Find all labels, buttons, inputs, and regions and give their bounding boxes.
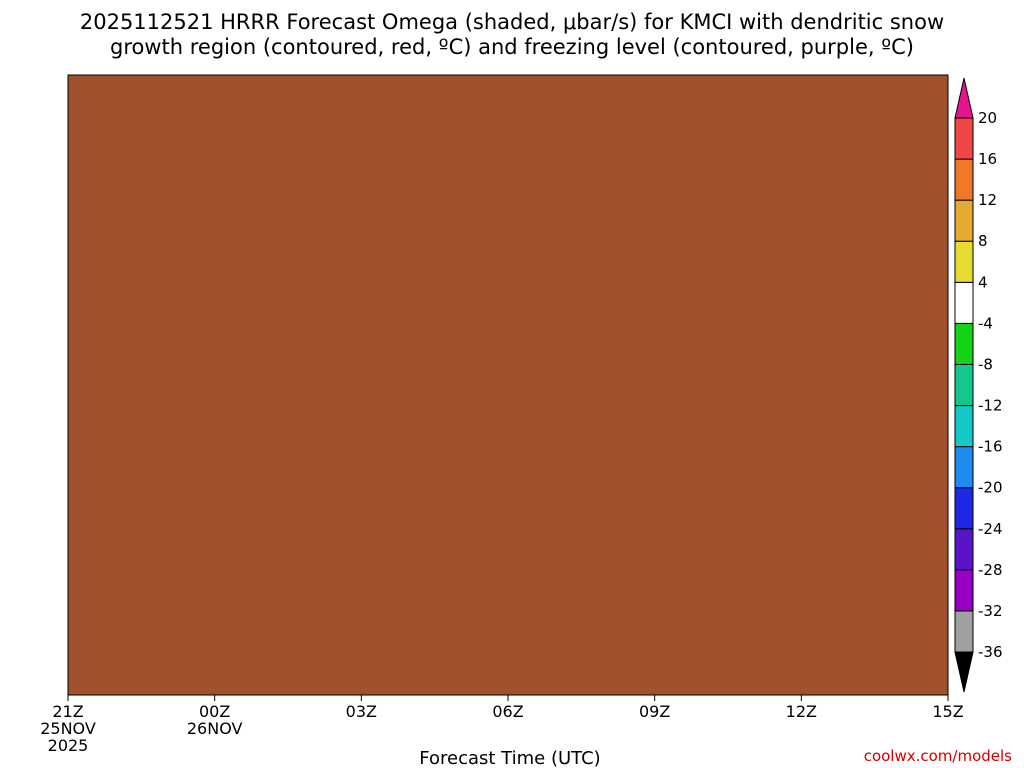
chart-title-line1: 2025112521 HRRR Forecast Omega (shaded, …: [80, 10, 944, 34]
colorbar-tick-label: -16: [978, 438, 1003, 456]
x-tick-label: 15Z: [932, 702, 963, 721]
colorbar-tick-label: -8: [978, 355, 993, 373]
colorbar-swatch: [954, 158, 974, 201]
colorbar-tick-label: -32: [978, 602, 1003, 620]
colorbar-triangle-top: [954, 77, 974, 119]
colorbar-swatch: [954, 610, 974, 653]
chart-title-line2: growth region (contoured, red, ºC) and f…: [110, 35, 914, 59]
x-tick-label: 03Z: [346, 702, 377, 721]
colorbar: -36 -32 -28 -24 -20 -16 -12 -8 -4 4 8 12 16 20: [954, 77, 1003, 693]
colorbar-tick-label: 4: [978, 273, 988, 291]
colorbar-swatch: [954, 487, 974, 530]
colorbar-tick-label: -36: [978, 643, 1003, 661]
terrain-fill: [68, 75, 948, 695]
colorbar-tick-label: 16: [978, 150, 997, 168]
x-tick-label: 2025: [48, 736, 89, 755]
colorbar-swatch: [954, 363, 974, 407]
x-tick-label: 12Z: [786, 702, 817, 721]
colorbar-swatch: [954, 281, 974, 324]
x-tick-label: 09Z: [639, 702, 670, 721]
colorbar-tick-label: -4: [978, 314, 993, 332]
colorbar-swatch: [954, 569, 974, 612]
colorbar-swatch: [954, 322, 974, 365]
colorbar-tick-label: -12: [978, 397, 1003, 415]
colorbar-tick-label: -28: [978, 561, 1003, 579]
colorbar-triangle-bottom: [954, 651, 974, 693]
colorbar-swatch: [954, 199, 974, 242]
colorbar-swatch: [954, 446, 974, 489]
x-tick-label: 00Z: [199, 702, 230, 721]
colorbar-tick-label: 8: [978, 232, 988, 250]
x-tick-label: 06Z: [492, 702, 523, 721]
x-tick-label: 21Z: [52, 702, 83, 721]
colorbar-tick-label: -24: [978, 520, 1003, 538]
colorbar-swatch: [954, 240, 974, 283]
plot-area: -18-18-12-12: [68, 75, 948, 695]
colorbar-tick-label: -20: [978, 479, 1003, 497]
colorbar-tick-label: 12: [978, 191, 997, 209]
x-tick-label: 25NOV: [40, 719, 96, 738]
credit-text: coolwx.com/models: [864, 747, 1012, 765]
colorbar-tick-label: 20: [978, 109, 997, 127]
x-tick-label: 26NOV: [187, 719, 243, 738]
colorbar-swatch: [954, 405, 974, 448]
colorbar-swatch: [954, 528, 974, 571]
x-axis-label: Forecast Time (UTC): [419, 748, 600, 768]
colorbar-swatch: [954, 117, 974, 160]
